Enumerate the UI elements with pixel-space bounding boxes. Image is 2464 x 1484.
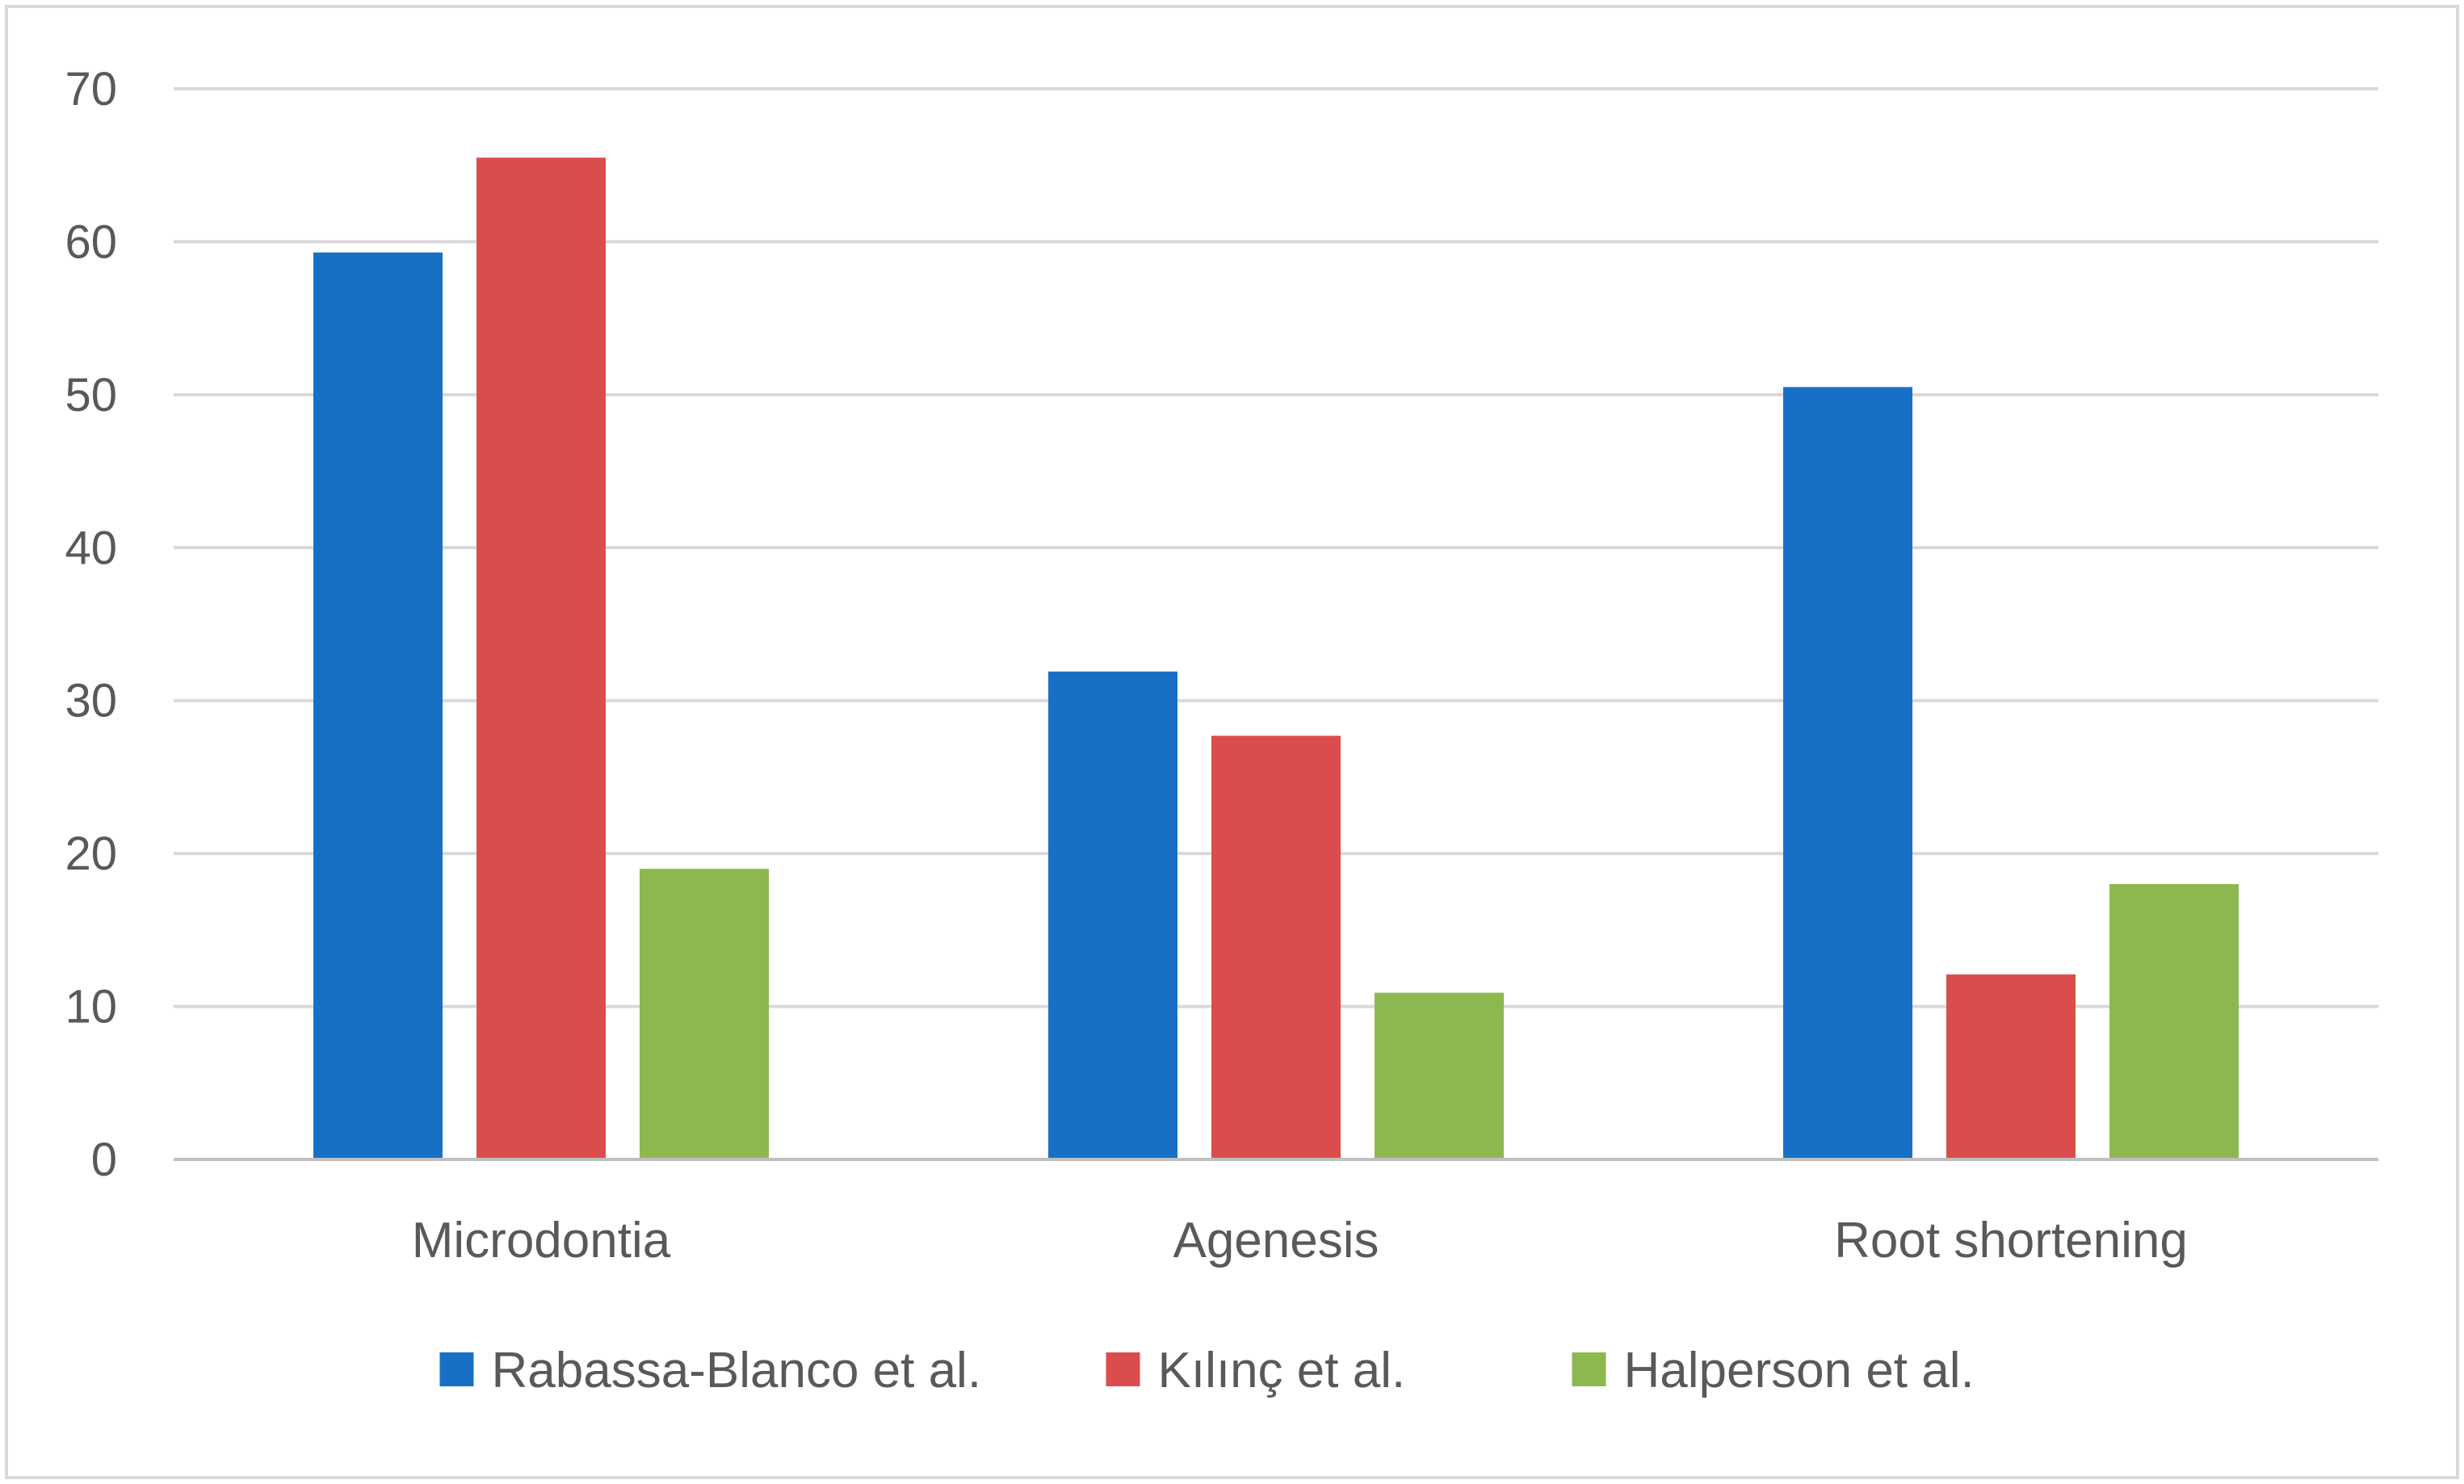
category-labels: Microdontia Agenesis Root shortening: [412, 1213, 2188, 1268]
y-tick-label: 30: [65, 675, 117, 727]
legend-label: Halperson et al.: [1624, 1343, 1975, 1398]
bar-root-shortening-series-1: [1783, 387, 1912, 1159]
bar-root-shortening-series-3: [2109, 884, 2239, 1159]
y-tick-label: 50: [65, 369, 117, 421]
bars: [313, 157, 2239, 1159]
legend-swatch: [1106, 1352, 1140, 1386]
legend-swatch: [1572, 1352, 1606, 1386]
legend-item: Halperson et al.: [1572, 1343, 1975, 1398]
bar-agenesis-series-2: [1211, 736, 1341, 1159]
legend-item: Kılınç et al.: [1106, 1343, 1406, 1398]
bar-agenesis-series-1: [1048, 671, 1177, 1159]
legend-label: Kılınç et al.: [1158, 1343, 1406, 1398]
legend-label: Rabassa-Blanco et al.: [492, 1343, 982, 1398]
y-tick-label: 40: [65, 522, 117, 574]
bar-microdontia-series-1: [313, 252, 443, 1159]
bar-microdontia-series-2: [476, 157, 606, 1159]
legend-swatch: [439, 1352, 474, 1386]
y-tick-label: 70: [65, 63, 117, 115]
bar-microdontia-series-3: [640, 869, 769, 1159]
legend: Rabassa-Blanco et al. Kılınç et al. Halper…: [439, 1343, 1975, 1398]
category-label: Agenesis: [1173, 1213, 1379, 1268]
y-tick-label: 20: [65, 828, 117, 880]
bar-agenesis-series-3: [1375, 992, 1504, 1159]
category-label: Microdontia: [412, 1213, 671, 1268]
y-tick-label: 10: [65, 981, 117, 1033]
category-label: Root shortening: [1834, 1213, 2188, 1268]
y-tick-label: 0: [91, 1134, 117, 1186]
y-axis-ticks: 0 10 20 30 40 50 60 70: [65, 63, 117, 1186]
bar-root-shortening-series-2: [1946, 974, 2076, 1159]
legend-item: Rabassa-Blanco et al.: [439, 1343, 982, 1398]
y-tick-label: 60: [65, 216, 117, 268]
